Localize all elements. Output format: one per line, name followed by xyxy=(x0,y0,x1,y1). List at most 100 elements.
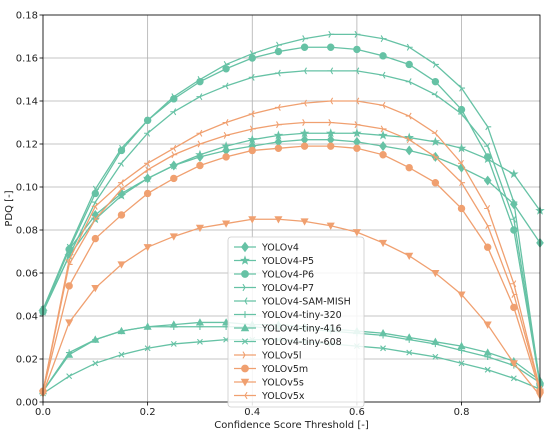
data-point xyxy=(197,76,204,83)
data-point xyxy=(91,284,100,293)
data-point xyxy=(380,345,387,352)
y-axis-label: PDQ [-] xyxy=(4,190,15,226)
series-line xyxy=(42,218,541,396)
data-point xyxy=(170,108,177,116)
data-point xyxy=(117,326,126,335)
y-tick-label: 0.14 xyxy=(16,97,38,108)
data-point xyxy=(273,130,284,140)
data-point xyxy=(241,391,248,400)
data-point xyxy=(379,71,386,79)
data-point xyxy=(380,125,387,133)
data-point xyxy=(65,319,74,327)
data-point xyxy=(248,216,257,224)
data-point xyxy=(354,30,361,38)
data-point xyxy=(327,67,334,75)
legend-label: YOLOv4-P7 xyxy=(261,283,314,294)
data-point xyxy=(117,261,126,269)
data-point xyxy=(483,243,492,251)
data-point xyxy=(195,224,204,233)
data-point xyxy=(430,136,441,146)
data-point xyxy=(240,255,250,265)
legend-entry: YOLOv4-tiny-320 xyxy=(234,310,342,321)
data-point xyxy=(241,297,248,305)
data-point xyxy=(328,30,335,38)
data-point xyxy=(171,93,178,101)
data-point xyxy=(274,216,283,224)
data-point xyxy=(510,215,517,223)
data-point xyxy=(509,360,518,368)
data-point xyxy=(379,239,388,248)
data-point xyxy=(432,153,439,161)
data-point xyxy=(197,140,204,148)
data-point xyxy=(431,77,440,86)
data-point xyxy=(91,234,100,243)
x-tick-label: 0.8 xyxy=(454,407,470,418)
series-yolov5x xyxy=(39,97,543,395)
series-line xyxy=(42,145,541,392)
data-point xyxy=(405,112,412,120)
data-point xyxy=(483,348,492,356)
data-point xyxy=(248,54,256,62)
data-point xyxy=(379,328,388,337)
series-yolov4-sam-mish xyxy=(39,67,543,387)
data-point xyxy=(431,179,440,187)
data-point xyxy=(276,41,282,49)
y-tick-label: 0.18 xyxy=(16,11,38,22)
data-point xyxy=(170,144,177,152)
legend-entry: YOLOv5m xyxy=(234,364,308,375)
legend-entry: YOLOv4-P6 xyxy=(234,270,314,281)
data-point xyxy=(92,215,99,223)
data-point xyxy=(195,318,204,326)
data-point xyxy=(301,99,307,107)
data-point xyxy=(510,280,517,288)
data-point xyxy=(241,270,249,278)
legend-box xyxy=(227,236,365,408)
data-point xyxy=(223,60,230,68)
data-point xyxy=(169,320,178,328)
data-point xyxy=(379,141,387,152)
data-point xyxy=(242,283,249,292)
data-point xyxy=(240,378,250,387)
data-point xyxy=(170,341,177,347)
data-point xyxy=(196,129,203,137)
data-point xyxy=(221,141,231,151)
legend-entry: YOLOv4-tiny-608 xyxy=(234,337,342,348)
data-point xyxy=(457,291,466,299)
series-line xyxy=(42,100,541,392)
data-point xyxy=(119,144,125,152)
data-point xyxy=(223,131,230,139)
data-point xyxy=(405,145,414,156)
data-point xyxy=(302,119,309,126)
data-point xyxy=(91,202,98,210)
data-point xyxy=(456,143,467,153)
data-point xyxy=(247,134,258,144)
data-point xyxy=(143,244,152,252)
data-point xyxy=(145,166,152,174)
data-point xyxy=(511,198,518,206)
data-point xyxy=(248,73,255,81)
data-point xyxy=(65,282,73,290)
data-point xyxy=(195,149,205,159)
data-point xyxy=(66,373,73,380)
data-point xyxy=(91,335,100,343)
data-point xyxy=(352,128,362,138)
legend-entry: YOLOv5x xyxy=(234,391,305,402)
data-point xyxy=(431,269,440,278)
data-point xyxy=(405,60,413,69)
data-point xyxy=(459,179,466,187)
data-point xyxy=(241,364,249,373)
data-point xyxy=(117,179,124,187)
y-tick-label: 0.06 xyxy=(16,269,38,280)
legend-label: YOLOv4-SAM-MISH xyxy=(261,297,351,308)
data-point xyxy=(379,151,387,159)
data-point xyxy=(432,60,439,68)
y-tick-label: 0.08 xyxy=(16,226,38,237)
series-line xyxy=(42,70,541,383)
legend-entry: YOLOv4 xyxy=(234,241,299,254)
data-point xyxy=(431,91,438,99)
legend-entry: YOLOv5l xyxy=(234,351,302,362)
legend-label: YOLOv5m xyxy=(261,364,308,375)
data-point xyxy=(196,338,203,345)
data-point xyxy=(405,78,412,86)
data-point xyxy=(241,311,249,318)
